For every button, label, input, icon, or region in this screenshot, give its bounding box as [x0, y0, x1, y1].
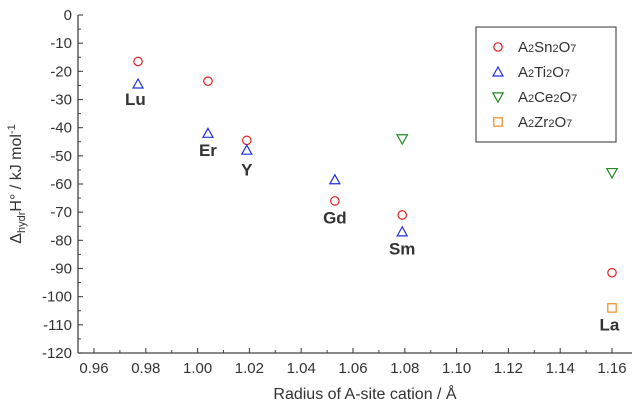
- y-axis-title-sup: -1: [6, 124, 18, 134]
- y-tick-label: -50: [50, 148, 72, 165]
- x-tick-label: 1.08: [390, 360, 419, 377]
- annotation-lu: Lu: [125, 90, 146, 109]
- series-A2Ce2O7: [395, 134, 619, 180]
- x-tick-label: 1.12: [494, 360, 523, 377]
- legend-label: A2Ce2O7: [518, 89, 577, 106]
- x-tick-label: 1.00: [183, 360, 212, 377]
- y-tick-label: -70: [50, 204, 72, 221]
- legend-marker: [493, 117, 503, 127]
- y-axis-title: ΔhydrH° / kJ mol-1: [6, 124, 28, 243]
- legend-marker: [491, 92, 505, 104]
- annotation-y: Y: [241, 161, 253, 180]
- y-tick-label: -90: [50, 261, 72, 278]
- ticks: [78, 14, 613, 354]
- x-tick-label: 1.10: [442, 360, 471, 377]
- x-tick-label: 1.16: [597, 360, 626, 377]
- annotation-er: Er: [199, 141, 217, 160]
- y-tick-label: -80: [50, 232, 72, 249]
- tick-labels: 0 -10 -20 -30 -40 -50 -60 -70 -80 -90 -100 -110 -120…: [42, 7, 627, 377]
- data-point: [328, 173, 341, 185]
- data-point: [607, 303, 617, 313]
- y-tick-label: -10: [50, 35, 72, 52]
- y-tick-label: -30: [50, 92, 72, 109]
- data-point: [397, 210, 408, 220]
- data-point: [240, 143, 253, 155]
- data-point: [132, 77, 145, 89]
- y-tick-label: -100: [42, 289, 72, 306]
- annotation-gd: Gd: [323, 208, 347, 227]
- data-points: [132, 56, 619, 313]
- y-tick-label: -110: [43, 317, 72, 334]
- annotation-la: La: [599, 315, 619, 334]
- legend-marker: [493, 42, 503, 52]
- y-tick-label: -120: [42, 345, 72, 362]
- x-tick-label: 1.14: [546, 360, 575, 377]
- x-tick-label: 1.02: [235, 360, 264, 377]
- data-point: [395, 134, 409, 146]
- y-tick-label: 0: [64, 7, 72, 24]
- legend-label: A2Zr2O7: [518, 114, 572, 131]
- annotations: Lu Er Y Gd Sm La: [125, 90, 620, 334]
- x-tick-label: 0.98: [131, 360, 160, 377]
- data-point: [396, 225, 409, 237]
- legend-label: A2Sn2O7: [518, 39, 576, 56]
- data-point: [605, 167, 619, 180]
- data-point: [242, 135, 252, 146]
- data-point: [133, 56, 143, 67]
- x-tick-label: 0.96: [79, 360, 108, 377]
- legend-box: [475, 26, 617, 143]
- data-point: [203, 76, 213, 86]
- x-tick-label: 1.06: [338, 360, 367, 377]
- data-point: [607, 267, 617, 278]
- y-tick-label: -60: [50, 176, 72, 193]
- y-axis-title-main: H° / kJ mol: [8, 134, 25, 212]
- y-axis-title-sub: hydr: [16, 211, 28, 233]
- annotation-sm: Sm: [389, 239, 415, 258]
- data-point: [330, 196, 340, 206]
- legend: A2Sn2O7 A2Ti2O7 A2Ce2O7 A2Zr2O7: [475, 26, 617, 143]
- legend-label: A2Ti2O7: [518, 64, 570, 81]
- x-tick-label: 1.04: [287, 360, 316, 377]
- y-tick-label: -20: [50, 63, 72, 80]
- y-tick-label: -40: [50, 120, 72, 137]
- y-axis-title-prefix: Δ: [8, 233, 25, 244]
- series-A2Ti2O7: [132, 77, 409, 237]
- x-axis-title: Radius of A-site cation / Å: [273, 384, 457, 403]
- series-A2Zr2O7: [607, 303, 617, 313]
- legend-marker: [491, 65, 505, 77]
- data-point: [201, 127, 214, 138]
